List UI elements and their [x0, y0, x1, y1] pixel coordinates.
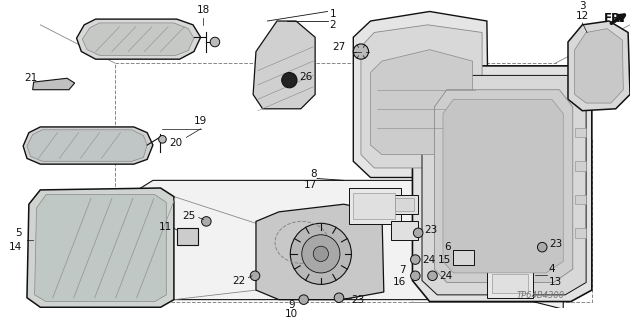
Polygon shape: [253, 21, 315, 109]
Polygon shape: [23, 127, 153, 164]
Bar: [412, 139, 592, 301]
Text: 7: 7: [399, 265, 406, 275]
Polygon shape: [568, 21, 630, 111]
Text: 9: 9: [288, 300, 294, 310]
Text: 17: 17: [304, 180, 317, 190]
Polygon shape: [412, 66, 592, 301]
Text: 15: 15: [437, 255, 451, 264]
Polygon shape: [83, 23, 194, 56]
Circle shape: [538, 242, 547, 252]
Text: 4: 4: [549, 264, 556, 274]
Bar: [487, 269, 532, 298]
Circle shape: [334, 293, 344, 302]
Circle shape: [410, 255, 420, 264]
Text: TP64B4300: TP64B4300: [517, 291, 565, 300]
Text: 19: 19: [194, 116, 207, 126]
Text: 14: 14: [9, 242, 22, 252]
Polygon shape: [422, 75, 586, 295]
Bar: [454, 250, 474, 265]
Circle shape: [210, 37, 220, 47]
Bar: [349, 188, 401, 224]
Bar: [177, 228, 198, 245]
Circle shape: [291, 223, 351, 284]
Bar: [353, 193, 396, 219]
Bar: [575, 195, 586, 204]
Text: 18: 18: [197, 5, 210, 15]
Bar: [575, 128, 586, 137]
Text: 1: 1: [330, 9, 336, 19]
Text: 16: 16: [392, 277, 406, 286]
Bar: [115, 63, 556, 301]
Text: 27: 27: [332, 42, 346, 52]
Polygon shape: [35, 195, 166, 301]
Circle shape: [413, 228, 423, 238]
Circle shape: [428, 271, 437, 280]
Bar: [392, 221, 418, 241]
Polygon shape: [361, 25, 482, 168]
Text: 23: 23: [549, 239, 562, 249]
Text: 21: 21: [24, 73, 37, 83]
Polygon shape: [33, 78, 75, 90]
Bar: [575, 161, 586, 171]
Circle shape: [250, 271, 260, 280]
Text: 8: 8: [310, 169, 317, 179]
Text: 3: 3: [579, 2, 586, 11]
Polygon shape: [353, 11, 489, 177]
Polygon shape: [435, 90, 573, 282]
Text: 26: 26: [299, 72, 312, 82]
Circle shape: [299, 295, 308, 304]
Text: 24: 24: [422, 255, 435, 264]
Text: 20: 20: [169, 138, 182, 148]
Circle shape: [302, 235, 340, 273]
Text: 13: 13: [549, 277, 562, 286]
Text: 25: 25: [182, 211, 196, 221]
Circle shape: [282, 72, 297, 88]
Text: 10: 10: [285, 309, 298, 319]
Text: 5: 5: [15, 228, 22, 238]
Text: 23: 23: [351, 295, 365, 305]
Circle shape: [202, 217, 211, 226]
Circle shape: [159, 136, 166, 143]
Polygon shape: [371, 50, 472, 155]
Text: FR.: FR.: [604, 12, 627, 25]
Polygon shape: [77, 19, 200, 59]
Text: 22: 22: [232, 276, 246, 286]
Polygon shape: [115, 180, 563, 309]
Polygon shape: [27, 188, 174, 307]
Bar: [492, 274, 528, 293]
Text: 24: 24: [439, 271, 452, 281]
Polygon shape: [443, 99, 563, 273]
Polygon shape: [256, 204, 384, 300]
Bar: [575, 228, 586, 238]
Polygon shape: [27, 130, 147, 161]
Text: 2: 2: [330, 20, 336, 30]
Circle shape: [313, 246, 328, 262]
Circle shape: [410, 271, 420, 280]
Polygon shape: [575, 29, 623, 103]
Bar: [392, 195, 418, 214]
Text: 23: 23: [424, 225, 437, 235]
Text: 12: 12: [575, 11, 589, 21]
Circle shape: [353, 44, 369, 59]
Text: 6: 6: [444, 242, 451, 252]
Bar: [396, 198, 414, 211]
Text: 11: 11: [159, 222, 172, 232]
